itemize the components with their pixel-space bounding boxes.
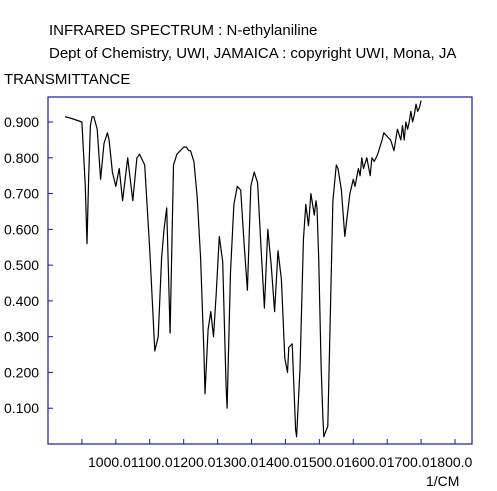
spectrum-trace bbox=[64, 100, 422, 438]
y-tick-label: 0.800 bbox=[4, 150, 39, 166]
plot-frame bbox=[47, 96, 473, 445]
y-tick-label: 0.400 bbox=[4, 293, 39, 309]
x-axis-unit: 1/CM bbox=[426, 473, 459, 489]
x-axis: 1000.01100.01200.01300.01400.01500.01600… bbox=[81, 439, 473, 470]
y-axis: 0.100 0.200 0.300 0.400 0.500 0.600 0.700 0.800… bbox=[4, 114, 53, 416]
y-tick-label: 0.500 bbox=[4, 257, 39, 273]
y-tick-label: 0.900 bbox=[4, 114, 39, 130]
y-tick-label: 0.600 bbox=[4, 221, 39, 237]
y-tick-label: 0.300 bbox=[4, 329, 39, 345]
x-tick-labels: 1000.01100.01200.01300.01400.01500.01600… bbox=[88, 454, 473, 470]
y-tick-label: 0.700 bbox=[4, 186, 39, 202]
chart-title: INFRARED SPECTRUM : N-ethylaniline bbox=[49, 22, 318, 39]
y-axis-label: TRANSMITTANCE bbox=[4, 71, 131, 88]
y-tick-label: 0.100 bbox=[4, 400, 39, 416]
y-tick-label: 0.200 bbox=[4, 364, 39, 380]
chart-subtitle: Dept of Chemistry, UWI, JAMAICA : copyri… bbox=[49, 45, 457, 62]
